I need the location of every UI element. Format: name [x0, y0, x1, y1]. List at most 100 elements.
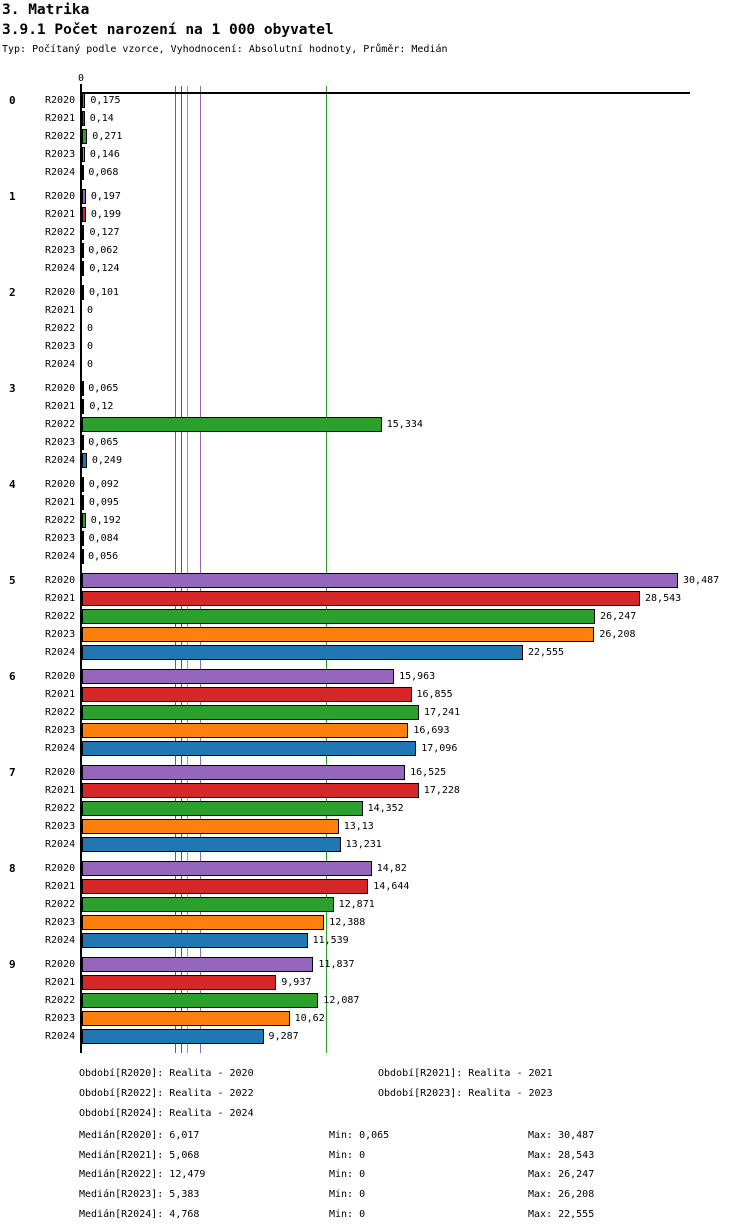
series-row-label: R2023: [45, 917, 76, 928]
series-row-label: R2023: [45, 149, 76, 160]
stat-max: Max: 26,208: [528, 1189, 595, 1200]
bar-R2023-group3: [82, 435, 84, 450]
bar-value-label: 0,068: [88, 167, 119, 178]
bar-value-label: 0: [87, 341, 94, 352]
bar-value-label: 9,937: [281, 977, 312, 988]
bar-value-label: 0,12: [89, 401, 114, 412]
group-label: 7: [9, 766, 16, 779]
bar-R2020-group4: [82, 477, 84, 492]
bar-R2023-group8: [82, 915, 325, 930]
zero-axis-line: [80, 92, 82, 1053]
series-row-label: R2024: [45, 167, 76, 178]
bar-value-label: 11,539: [312, 935, 349, 946]
series-row-label: R2024: [45, 743, 76, 754]
bar-R2022-group6: [82, 705, 420, 720]
bar-value-label: 0,095: [88, 497, 119, 508]
bar-value-label: 0,199: [90, 209, 121, 220]
bar-value-label: 26,247: [600, 611, 637, 622]
bar-R2022-group4: [82, 513, 86, 528]
bar-value-label: 16,855: [416, 689, 453, 700]
bar-value-label: 0: [87, 359, 94, 370]
series-row-label: R2022: [45, 611, 76, 622]
bar-value-label: 0,065: [88, 383, 119, 394]
bar-value-label: 0,14: [89, 113, 114, 124]
bar-R2022-group7: [82, 801, 363, 816]
bar-R2023-group9: [82, 1011, 290, 1026]
legend-period-item: Období[R2022]: Realita - 2022: [79, 1088, 254, 1099]
series-row-label: R2024: [45, 551, 76, 562]
series-row-label: R2020: [45, 191, 76, 202]
bar-value-label: 14,82: [376, 863, 407, 874]
stat-min: Min: 0: [329, 1150, 366, 1161]
stat-median: Medián[R2020]: 6,017: [79, 1130, 200, 1141]
bar-R2020-group5: [82, 573, 679, 588]
bar-value-label: 17,096: [421, 743, 458, 754]
series-row-label: R2022: [45, 515, 76, 526]
bar-R2024-group9: [82, 1029, 264, 1044]
bar-R2022-group3: [82, 417, 382, 432]
stat-median: Medián[R2024]: 4,768: [79, 1209, 200, 1220]
bar-R2021-group4: [82, 495, 84, 510]
bar-value-label: 15,334: [386, 419, 423, 430]
bar-value-label: 0,092: [88, 479, 119, 490]
bar-value-label: 0,056: [88, 551, 119, 562]
series-row-label: R2022: [45, 419, 76, 430]
bar-R2023-group0: [82, 147, 85, 162]
series-row-label: R2022: [45, 995, 76, 1006]
bar-value-label: 0,062: [88, 245, 119, 256]
bar-R2023-group7: [82, 819, 339, 834]
bar-value-label: 0,192: [90, 515, 121, 526]
bar-R2020-group6: [82, 669, 395, 684]
bar-chart: 0 0 R2020 0,175 R2021 0,14 R2022 0,271 R2023 0,1…: [9, 73, 720, 1053]
group-label: 8: [9, 862, 16, 875]
series-row-label: R2020: [45, 671, 76, 682]
group-label: 2: [9, 286, 16, 299]
bar-R2024-group5: [82, 645, 523, 660]
bar-R2021-group0: [82, 111, 85, 126]
series-row-label: R2023: [45, 629, 76, 640]
bar-value-label: 30,487: [683, 575, 720, 586]
bar-R2021-group7: [82, 783, 419, 798]
group-label: 9: [9, 958, 16, 971]
bar-value-label: 13,231: [345, 839, 382, 850]
stat-median: Medián[R2022]: 12,479: [79, 1169, 206, 1180]
series-row-label: R2021: [45, 305, 76, 316]
bar-R2020-group0: [82, 93, 86, 108]
series-row-label: R2023: [45, 821, 76, 832]
bar-value-label: 0,271: [92, 131, 123, 142]
bar-value-label: 0,124: [89, 263, 120, 274]
series-row-label: R2023: [45, 245, 76, 256]
legend-period-item: Období[R2021]: Realita - 2021: [378, 1068, 553, 1079]
group-label: 6: [9, 670, 16, 683]
bar-value-label: 0,197: [90, 191, 121, 202]
bar-value-label: 16,693: [413, 725, 450, 736]
bar-R2022-group8: [82, 897, 334, 912]
median-line-R2020: [199, 86, 201, 1053]
series-row-label: R2022: [45, 803, 76, 814]
bar-value-label: 15,963: [399, 671, 436, 682]
series-row-label: R2023: [45, 1013, 76, 1024]
stat-median: Medián[R2023]: 5,383: [79, 1189, 200, 1200]
bar-value-label: 28,543: [645, 593, 682, 604]
series-row-label: R2024: [45, 263, 76, 274]
series-row-label: R2020: [45, 479, 76, 490]
group-label: 5: [9, 574, 16, 587]
series-row-label: R2020: [45, 959, 76, 970]
series-row-label: R2022: [45, 323, 76, 334]
group-label: 3: [9, 382, 16, 395]
bar-R2021-group9: [82, 975, 277, 990]
bar-value-label: 17,241: [424, 707, 461, 718]
series-row-label: R2021: [45, 785, 76, 796]
series-row-label: R2022: [45, 899, 76, 910]
series-row-label: R2023: [45, 341, 76, 352]
bar-R2021-group1: [82, 207, 86, 222]
bar-value-label: 0,127: [89, 227, 120, 238]
series-row-label: R2024: [45, 455, 76, 466]
series-row-label: R2024: [45, 647, 76, 658]
bar-value-label: 0,175: [90, 95, 121, 106]
chart-meta: Typ: Počítaný podle vzorce, Vyhodnocení:…: [2, 44, 448, 55]
bar-value-label: 0,146: [89, 149, 120, 160]
bar-R2020-group1: [82, 189, 86, 204]
series-row-label: R2022: [45, 707, 76, 718]
